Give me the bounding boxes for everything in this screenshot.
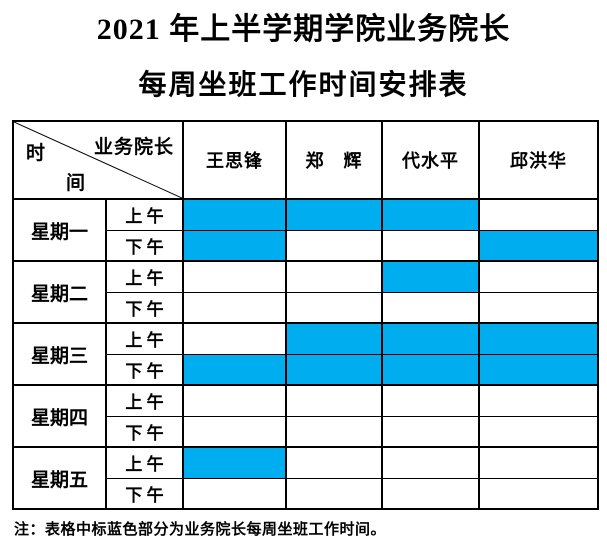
slot-cell [182, 446, 287, 479]
corner-header-cell: 业务院长 时 间 [12, 120, 184, 200]
slot-cell [285, 229, 383, 262]
table-row: 星期一 上 午 [12, 198, 599, 262]
slot-cell [285, 477, 383, 510]
dean-header-3: 邱洪华 [478, 120, 599, 200]
period-label-pm: 下 午 [105, 415, 184, 448]
table-row: 下 午 [13, 229, 599, 262]
slot-cell [182, 477, 287, 510]
title-block: 2021 年上半学期学院业务院长 每周坐班工作时间安排表 [0, 0, 607, 103]
slot-cell [285, 322, 383, 355]
slot-cell [478, 322, 599, 355]
corner-label-time-2: 间 [66, 173, 86, 194]
slot-cell [478, 260, 599, 293]
dean-header-2: 代水平 [381, 120, 480, 200]
header-row: 业务院长 时 间 王思锋 郑 辉 代水平 邱洪华 [12, 120, 599, 200]
period-label-am: 上 午 [105, 446, 184, 479]
slot-cell [381, 291, 480, 324]
slot-cell [478, 198, 599, 231]
slot-cell [182, 384, 287, 417]
slot-cell [182, 260, 287, 293]
day-label-friday: 星期五 [12, 446, 107, 510]
table-row: 星期三 上 午 [12, 322, 599, 386]
page-title: 2021 年上半学期学院业务院长 [96, 13, 511, 46]
slot-cell [478, 477, 599, 510]
period-label-pm: 下 午 [105, 477, 184, 510]
slot-cell [478, 415, 599, 448]
corner-label-time-1: 时 [26, 143, 46, 164]
slot-cell [478, 446, 599, 479]
corner-label-deans: 业务院长 [93, 137, 174, 158]
day-label-thursday: 星期四 [12, 384, 107, 448]
table-row: 星期四 上 午 [12, 384, 599, 448]
schedule-table: 业务院长 时 间 王思锋 郑 辉 代水平 邱洪华 星期一 上 午 [12, 120, 599, 510]
table-row: 下 午 [13, 353, 599, 386]
footnote: 注：表格中标蓝色部分为业务院长每周坐班工作时间。 [14, 522, 387, 538]
slot-cell [381, 260, 480, 293]
slot-cell [381, 322, 480, 355]
slot-cell [478, 229, 599, 262]
period-label-am: 上 午 [105, 384, 184, 417]
slot-cell [285, 384, 383, 417]
dean-header-0: 王思锋 [182, 120, 287, 200]
slot-cell [381, 384, 480, 417]
table-row: 星期五 上 午 [12, 446, 599, 510]
slot-cell [478, 353, 599, 386]
slot-cell [285, 353, 383, 386]
dean-header-1: 郑 辉 [285, 120, 383, 200]
slot-cell [381, 446, 480, 479]
period-label-pm: 下 午 [105, 353, 184, 386]
slot-cell [182, 322, 287, 355]
table-row: 下 午 [13, 415, 599, 448]
diagonal-line [14, 122, 182, 198]
slot-cell [381, 353, 480, 386]
slot-cell [182, 353, 287, 386]
slot-cell [381, 477, 480, 510]
slot-cell [285, 415, 383, 448]
slot-cell [478, 384, 599, 417]
slot-cell [182, 229, 287, 262]
slot-cell [182, 291, 287, 324]
day-label-tuesday: 星期二 [12, 260, 107, 324]
period-label-pm: 下 午 [105, 291, 184, 324]
period-label-am: 上 午 [105, 198, 184, 231]
slot-cell [285, 291, 383, 324]
period-label-pm: 下 午 [105, 229, 184, 262]
slot-cell [381, 198, 480, 231]
day-label-monday: 星期一 [12, 198, 107, 262]
table-row: 星期二 上 午 [12, 260, 599, 324]
slot-cell [381, 415, 480, 448]
slot-cell [182, 198, 287, 231]
period-label-am: 上 午 [105, 322, 184, 355]
page-subtitle: 每周坐班工作时间安排表 [138, 70, 469, 101]
slot-cell [381, 229, 480, 262]
table-row: 下 午 [13, 477, 599, 510]
period-label-am: 上 午 [105, 260, 184, 293]
slot-cell [182, 415, 287, 448]
table-row: 下 午 [13, 291, 599, 324]
slot-cell [285, 198, 383, 231]
slot-cell [478, 291, 599, 324]
slot-cell [285, 260, 383, 293]
corner-inner: 业务院长 时 间 [14, 122, 182, 198]
day-label-wednesday: 星期三 [12, 322, 107, 386]
slot-cell [285, 446, 383, 479]
